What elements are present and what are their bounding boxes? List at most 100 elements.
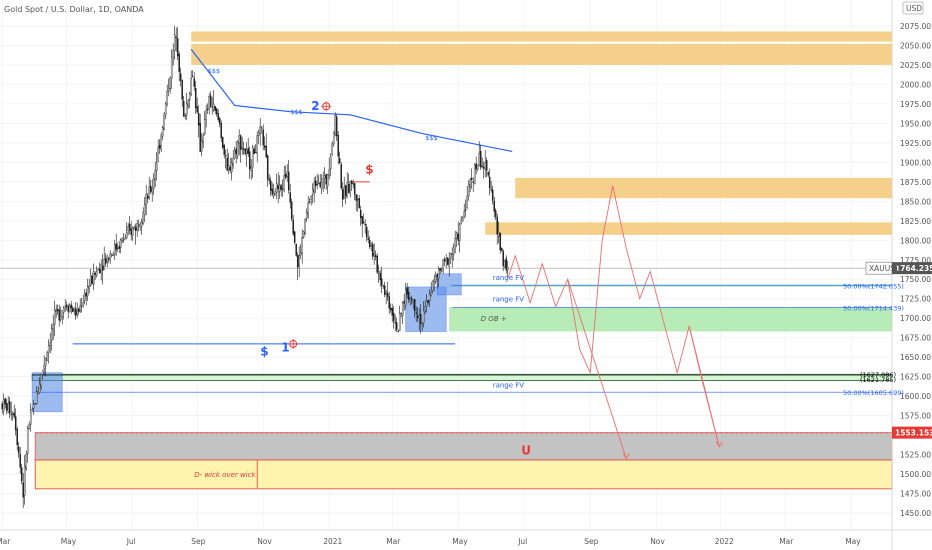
candle-body <box>365 226 368 238</box>
candle-body <box>389 307 392 311</box>
candle-body <box>86 286 89 297</box>
candle-body <box>134 226 137 232</box>
candle-body <box>272 193 275 197</box>
candle-body <box>455 232 458 239</box>
candle-body <box>29 411 32 425</box>
candle-body <box>2 399 5 412</box>
last-price-tag <box>892 262 932 275</box>
candle-body <box>172 50 174 58</box>
candle-body <box>350 180 353 185</box>
candle-body <box>293 231 296 243</box>
candle-body <box>56 308 59 312</box>
candle-body <box>17 446 20 454</box>
supply-zone-top-2 <box>191 43 892 65</box>
candle-body <box>475 163 477 170</box>
candle-body <box>448 258 450 267</box>
candle-body <box>353 183 356 195</box>
y-tick-label: 1475.00 <box>900 490 931 499</box>
candle-body <box>94 272 96 275</box>
y-tick-label: 1900.00 <box>900 158 931 167</box>
currency-badge[interactable]: USD <box>902 1 924 15</box>
candle-body <box>32 404 35 409</box>
candle-body <box>253 148 255 154</box>
candle-body <box>296 255 299 268</box>
y-tick-label: 1625.00 <box>900 373 931 382</box>
candle-body <box>283 175 285 191</box>
candle-body <box>377 271 380 274</box>
d-wick-zone <box>34 459 893 490</box>
candle-body <box>116 247 119 249</box>
demand-ob-zone <box>449 307 892 332</box>
candle-body <box>419 313 422 324</box>
candle-body <box>307 202 309 215</box>
candle-body <box>7 403 9 413</box>
candle-body <box>163 113 165 130</box>
candle-body <box>49 342 51 347</box>
candle-body <box>410 298 413 301</box>
candle-body <box>25 454 27 469</box>
candle-body <box>233 150 236 159</box>
label-1623: (1621.785) <box>860 376 896 384</box>
candle-body <box>236 141 239 157</box>
candle-body <box>275 183 278 193</box>
candle-body <box>71 308 74 312</box>
candle-body <box>376 256 378 273</box>
candle-body <box>278 184 281 192</box>
candle-body <box>299 252 302 256</box>
candle-body <box>185 103 188 116</box>
candle-body <box>130 228 132 236</box>
candle-body <box>304 219 306 235</box>
candle-body <box>445 258 447 261</box>
candle-body <box>104 258 107 264</box>
candle-body <box>491 189 494 201</box>
candle-body <box>169 77 171 89</box>
candle-body <box>65 304 68 307</box>
candle-body <box>317 183 320 185</box>
candle-body <box>244 148 246 154</box>
candle-body <box>295 243 297 256</box>
range-fv-label-2: range FV <box>493 296 525 304</box>
y-tick-label: 1575.00 <box>900 412 931 421</box>
candle-body <box>290 201 293 219</box>
candle-body <box>175 36 177 38</box>
candle-body <box>74 308 77 316</box>
candle-body <box>110 254 113 256</box>
candle-body <box>191 76 194 78</box>
candle-body <box>254 152 257 154</box>
currency-label: USD <box>906 4 922 13</box>
candle-body <box>323 175 326 179</box>
candle-body <box>380 278 383 286</box>
candle-body <box>433 279 435 282</box>
candle-body <box>500 248 503 252</box>
candle-body <box>352 183 354 185</box>
candle-body <box>119 239 122 248</box>
candle-body <box>379 272 381 281</box>
candle-body <box>218 118 221 124</box>
symbol-tag <box>865 261 893 275</box>
candle-body <box>310 196 312 200</box>
candle-body <box>97 268 99 271</box>
candle-body <box>494 210 497 217</box>
candle-body <box>35 391 38 405</box>
candle-body <box>289 192 291 203</box>
candle-body <box>329 156 332 170</box>
candle-body <box>340 164 342 189</box>
candle-body <box>52 324 54 330</box>
projection-arrowhead <box>715 441 723 448</box>
candle-body <box>395 322 398 330</box>
candle-body <box>458 224 461 242</box>
range-fv-label-3: range FV <box>493 381 525 389</box>
candle-body <box>103 258 105 270</box>
candle-body <box>394 321 396 324</box>
y-tick-label: 1725.00 <box>900 295 931 304</box>
candle-body <box>196 106 198 113</box>
supply-zone-mid <box>515 177 892 199</box>
candle-body <box>499 232 501 251</box>
candle-body <box>98 268 101 273</box>
price-tag-1553-text: 1553.153 <box>895 429 932 438</box>
blue-box-3 <box>436 273 462 296</box>
candle-body <box>266 155 269 180</box>
candle-body <box>28 424 30 430</box>
